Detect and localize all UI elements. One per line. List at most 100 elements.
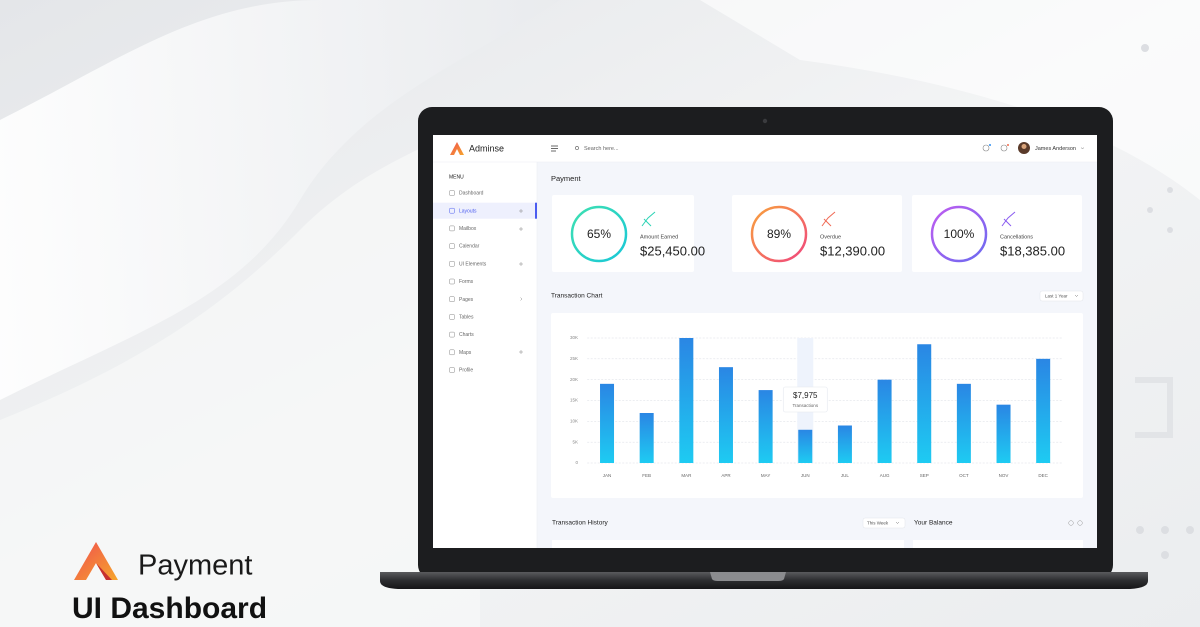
- balance-icon[interactable]: [1077, 520, 1083, 526]
- laptop-notch: [710, 572, 786, 581]
- menu-item[interactable]: Forms: [459, 279, 474, 285]
- card-label: Cancellations: [1000, 234, 1033, 240]
- sidebar: [433, 162, 537, 548]
- brand-subtitle: UI Dashboard: [72, 592, 267, 625]
- x-tick-label: JUN: [801, 473, 810, 478]
- y-tick-label: 0: [575, 460, 578, 465]
- notification-dot: [989, 144, 991, 146]
- card-label: Overdue: [820, 234, 841, 240]
- bar: [917, 344, 932, 463]
- chart-title: Transaction Chart: [551, 293, 603, 300]
- menu-item[interactable]: Tables: [459, 315, 474, 321]
- period-label[interactable]: This Week: [867, 520, 889, 525]
- x-tick-label: SEP: [920, 473, 929, 478]
- section-title: Transaction History: [552, 520, 608, 527]
- bg-wave: [0, 0, 560, 400]
- menu-icon: [449, 296, 455, 302]
- x-tick-label: APR: [721, 473, 731, 478]
- menu-icon: [449, 190, 455, 196]
- history-card: [552, 540, 904, 548]
- y-tick-label: 10K: [570, 419, 578, 424]
- progress-ring: [750, 205, 808, 263]
- period-label[interactable]: Last 1 Year: [1045, 293, 1068, 298]
- card-amount: $18,385.00: [1000, 243, 1065, 258]
- x-tick-label: NOV: [999, 473, 1009, 478]
- x-tick-label: OCT: [959, 473, 969, 478]
- bg-wave: [700, 0, 1200, 200]
- y-tick-label: 25K: [570, 356, 578, 361]
- bar: [837, 425, 852, 463]
- menu-item[interactable]: Maps: [459, 350, 472, 356]
- menu-icon: [449, 314, 455, 320]
- camera: [762, 118, 768, 124]
- y-tick-label: 20K: [570, 377, 578, 382]
- card-amount: $25,450.00: [640, 243, 705, 258]
- settings-icon[interactable]: [1000, 144, 1008, 152]
- sidebar-menu: Dashboard Layouts Mailbox Calendar UI Elemen…: [433, 190, 537, 374]
- menu-item[interactable]: Mailbox: [459, 226, 477, 232]
- period-dropdown[interactable]: [862, 517, 906, 529]
- app-logo: [450, 142, 464, 155]
- menu-item[interactable]: Pages: [459, 297, 474, 303]
- menu-icon: [449, 207, 455, 214]
- bg-wave: [0, 120, 480, 627]
- x-tick-label: MAR: [681, 473, 692, 478]
- menu-item[interactable]: Dashboard: [459, 191, 484, 197]
- bar: [956, 383, 971, 463]
- card-icon: [1001, 211, 1016, 227]
- bg-shape: [1135, 377, 1173, 438]
- progress-label: 89%: [767, 227, 791, 241]
- expand-icon: [519, 227, 523, 231]
- menu-icon: [449, 225, 455, 232]
- section-title: Payment: [551, 174, 582, 183]
- menu-icon: [449, 278, 455, 285]
- menu-heading: MENU: [449, 174, 464, 180]
- card-amount: $12,390.00: [820, 243, 885, 258]
- tooltip: [782, 386, 828, 413]
- menu-icon: [449, 349, 455, 356]
- brand-logo: [74, 542, 118, 580]
- menu-item[interactable]: Calendar: [459, 244, 480, 250]
- dropdown-chevron: [895, 521, 900, 524]
- avatar-face: [1021, 144, 1027, 149]
- y-tick-label: 5K: [572, 439, 578, 444]
- menu-icon: [449, 331, 455, 338]
- bar: [798, 429, 813, 463]
- x-tick-label: FEB: [642, 473, 651, 478]
- active-item-bg: [433, 202, 537, 219]
- expand-icon: [520, 297, 523, 301]
- dots: [1136, 44, 1194, 559]
- header: [433, 135, 1097, 162]
- bar: [639, 413, 654, 463]
- menu-item[interactable]: Charts: [459, 332, 474, 338]
- bar: [718, 367, 733, 463]
- x-tick-label: JUL: [841, 473, 849, 478]
- payment-cards: 65% Amount Earned $25,450.00 89% Overdue $12,…: [552, 195, 1082, 272]
- bar: [996, 404, 1011, 463]
- progress-ring: [930, 205, 988, 263]
- balance-icon[interactable]: [1068, 520, 1074, 526]
- expand-icon: [519, 209, 523, 213]
- bar: [758, 390, 773, 463]
- menu-icon: [449, 261, 455, 267]
- user-name[interactable]: James Anderson: [1035, 146, 1076, 152]
- menu-toggle[interactable]: [551, 145, 558, 152]
- y-tick-label: 30K: [570, 335, 578, 340]
- expand-icon: [519, 350, 523, 354]
- app-name: Adminse: [469, 143, 504, 153]
- bar: [1036, 358, 1051, 463]
- period-dropdown[interactable]: [1039, 290, 1084, 302]
- bar: [877, 379, 892, 463]
- progress-label: 100%: [944, 227, 975, 241]
- card-label: Amount Earned: [640, 234, 678, 240]
- menu-item[interactable]: UI Elements: [459, 261, 487, 267]
- payment-card: [552, 195, 694, 272]
- menu-item[interactable]: Profile: [459, 368, 473, 374]
- user-chevron: [1080, 147, 1085, 150]
- settings-dot: [1007, 144, 1009, 146]
- bar: [600, 383, 615, 463]
- search-input[interactable]: Search here...: [584, 146, 619, 152]
- menu-item[interactable]: Layouts: [459, 208, 477, 214]
- notification-icon[interactable]: [982, 144, 990, 152]
